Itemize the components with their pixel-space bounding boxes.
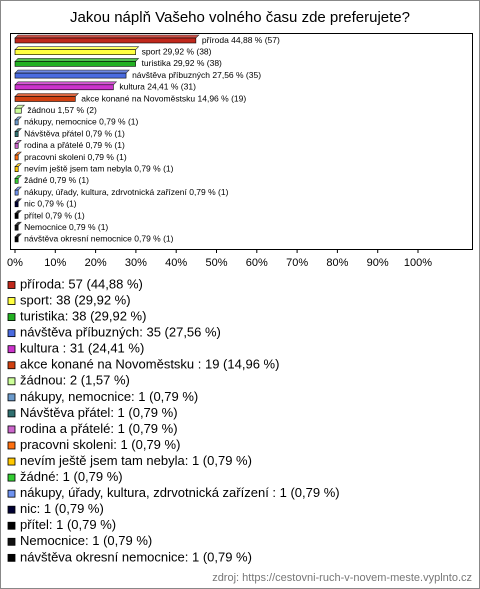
bar bbox=[14, 166, 19, 172]
legend-swatch bbox=[7, 345, 16, 354]
bar-label: sport 29,92 % (38) bbox=[142, 46, 212, 56]
x-tick-label: 70% bbox=[286, 257, 308, 269]
plot-area bbox=[10, 33, 473, 250]
bar bbox=[14, 72, 127, 79]
legend-swatch bbox=[7, 393, 16, 402]
legend-swatch bbox=[7, 377, 16, 386]
bar-label: akce konané na Novoměstsku 14,96 % (19) bbox=[81, 93, 246, 103]
legend-swatch bbox=[7, 425, 16, 434]
bar-label: Návštěva přátel 0,79 % (1) bbox=[24, 128, 125, 138]
x-tick-label: 90% bbox=[367, 257, 389, 269]
bar-label: nevím ještě jsem tam nebyla 0,79 % (1) bbox=[24, 163, 173, 173]
x-tick-label: 20% bbox=[85, 257, 107, 269]
legend-label: nic: 1 (0,79 %) bbox=[20, 501, 104, 516]
legend-swatch bbox=[7, 361, 16, 370]
x-tick-label: 100% bbox=[404, 257, 432, 269]
bar-depth bbox=[14, 46, 140, 51]
legend-label: žádné: 1 (0,79 %) bbox=[20, 469, 123, 484]
bar-label: žádné 0,79 % (1) bbox=[24, 175, 89, 185]
bar bbox=[14, 61, 136, 67]
legend-label: nevím ještě jsem tam nebyla: 1 (0,79 %) bbox=[20, 453, 252, 468]
bar bbox=[14, 236, 19, 243]
bar-depth bbox=[14, 34, 200, 39]
x-tick-label: 60% bbox=[246, 257, 268, 269]
bar-depth bbox=[14, 93, 80, 97]
legend-swatch bbox=[7, 409, 16, 418]
source: zdroj: https://cestovni-ruch-v-novem-mes… bbox=[212, 572, 472, 584]
legend-swatch bbox=[7, 553, 16, 562]
x-tick-label: 40% bbox=[165, 257, 187, 269]
legend-swatch bbox=[7, 281, 16, 289]
x-tick-label: 0% bbox=[7, 257, 23, 269]
bar-label: nákupy, nemocnice 0,79 % (1) bbox=[24, 117, 138, 127]
bar bbox=[14, 49, 136, 56]
bar bbox=[14, 84, 114, 91]
bar-label: nic 0,79 % (1) bbox=[24, 199, 77, 209]
bar-label: přítel 0,79 % (1) bbox=[24, 210, 85, 220]
legend-label: akce konané na Novoměstsku : 19 (14,96 %… bbox=[20, 357, 279, 372]
legend-swatch bbox=[7, 537, 16, 546]
legend-swatch bbox=[7, 489, 16, 498]
x-tick-label: 80% bbox=[326, 257, 348, 269]
bar bbox=[14, 143, 19, 149]
bar bbox=[14, 154, 19, 161]
bar bbox=[14, 178, 19, 184]
legend-label: žádnou: 2 (1,57 %) bbox=[20, 373, 130, 388]
legend-swatch bbox=[7, 329, 16, 338]
legend-label: sport: 38 (29,92 %) bbox=[20, 292, 131, 307]
bar-label: Nemocnice 0,79 % (1) bbox=[24, 222, 108, 232]
legend-label: Nemocnice: 1 (0,79 %) bbox=[20, 533, 152, 548]
bar-label: návštěva okresní nemocnice 0,79 % (1) bbox=[24, 234, 173, 244]
legend-swatch bbox=[7, 521, 16, 530]
bar bbox=[14, 119, 19, 126]
legend-label: pracovni skoleni: 1 (0,79 %) bbox=[20, 437, 180, 452]
bar-depth bbox=[14, 58, 140, 62]
bar bbox=[14, 131, 19, 137]
x-tick-label: 50% bbox=[205, 257, 227, 269]
legend-swatch bbox=[7, 297, 16, 305]
bar-label: žádnou 1,57 % (2) bbox=[27, 105, 97, 115]
legend-swatch bbox=[7, 505, 16, 514]
bar-label: rodina a přátelé 0,79 % (1) bbox=[24, 140, 125, 150]
bar bbox=[14, 189, 19, 196]
chart-title: Jakou náplň Vašeho volného času zde pref… bbox=[70, 9, 410, 26]
legend-label: turistika: 38 (29,92 %) bbox=[20, 309, 146, 324]
legend-label: nákupy, nemocnice: 1 (0,79 %) bbox=[20, 389, 198, 404]
bar bbox=[14, 107, 22, 114]
bar-depth bbox=[14, 69, 130, 74]
x-tick-label: 10% bbox=[44, 257, 66, 269]
legend-label: přítel: 1 (0,79 %) bbox=[20, 517, 116, 532]
bar bbox=[14, 37, 197, 44]
bar-label: nákupy, úřady, kultura, zdrvotnická zaří… bbox=[24, 187, 228, 197]
bar-label: turistika 29,92 % (38) bbox=[142, 58, 222, 68]
legend-swatch bbox=[7, 313, 16, 322]
bar-label: kultura 24,41 % (31) bbox=[119, 82, 196, 92]
x-tick-label: 30% bbox=[125, 257, 147, 269]
legend-label: rodina a přátelé: 1 (0,79 %) bbox=[20, 421, 178, 436]
legend-label: Návštěva přátel: 1 (0,79 %) bbox=[20, 405, 178, 420]
legend-label: návštěva okresní nemocnice: 1 (0,79 %) bbox=[20, 549, 252, 564]
legend-label: příroda: 57 (44,88 %) bbox=[20, 276, 143, 291]
legend-label: kultura : 31 (24,41 %) bbox=[20, 341, 144, 356]
bar bbox=[14, 96, 76, 102]
bar-label: pracovni skoleni 0,79 % (1) bbox=[24, 152, 127, 162]
legend-label: nákupy, úřady, kultura, zdrvotnická zaří… bbox=[20, 485, 340, 500]
bar bbox=[14, 224, 19, 231]
bar-depth bbox=[14, 81, 118, 86]
bar bbox=[14, 213, 19, 219]
legend-swatch bbox=[7, 441, 16, 450]
legend-swatch bbox=[7, 473, 16, 482]
bar bbox=[14, 201, 19, 208]
legend-swatch bbox=[7, 457, 16, 466]
bar-label: návštěva příbuzných 27,56 % (35) bbox=[132, 70, 261, 80]
bar-label: příroda 44,88 % (57) bbox=[202, 35, 280, 45]
legend-label: návštěva příbuzných: 35 (27,56 %) bbox=[20, 325, 221, 340]
